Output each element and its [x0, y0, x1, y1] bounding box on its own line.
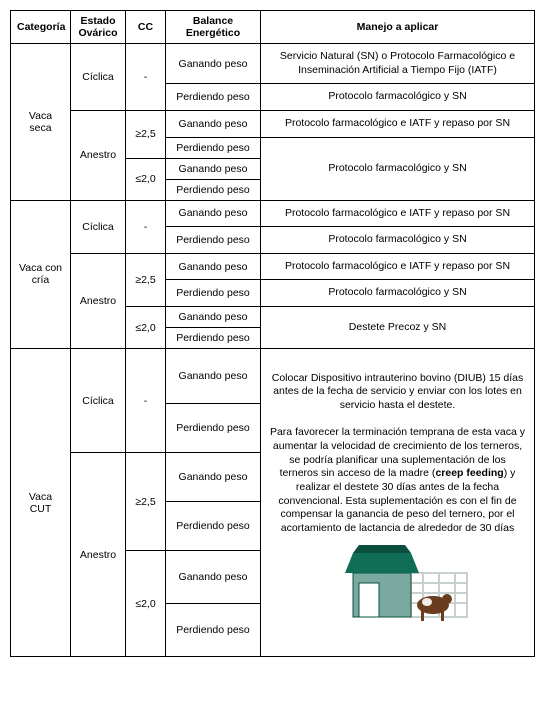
cc-cell: - [126, 200, 166, 253]
balance-cell: Perdiendo peso [166, 328, 261, 349]
cc-cell: ≥2,5 [126, 253, 166, 306]
cat-vaca-seca: Vaca seca [11, 44, 71, 201]
estado-cell: Anestro [71, 453, 126, 657]
manejo-cell: Protocolo farmacológico y SN [261, 227, 535, 254]
manejo-cell: Protocolo farmacológico e IATF y repaso … [261, 110, 535, 137]
cut-paragraph-2: Para favorecer la terminación temprana d… [269, 426, 526, 535]
balance-cell: Ganando peso [166, 110, 261, 137]
cc-cell: ≤2,0 [126, 158, 166, 200]
manejo-cell: Protocolo farmacológico y SN [261, 137, 535, 200]
table-row: Anestro ≥2,5 Ganando peso Protocolo farm… [11, 253, 535, 280]
table-row: Anestro ≥2,5 Ganando peso Protocolo farm… [11, 110, 535, 137]
creep-feeder-icon [323, 539, 473, 629]
manejo-cell: Protocolo farmacológico e IATF y repaso … [261, 200, 535, 227]
creep-feeder-image [269, 535, 526, 633]
cc-cell: ≥2,5 [126, 110, 166, 158]
manejo-cell: Destete Precoz y SN [261, 307, 535, 349]
balance-cell: Ganando peso [166, 453, 261, 502]
balance-cell: Perdiendo peso [166, 404, 261, 453]
table-header-row: Categoría Estado Ovárico CC Balance Ener… [11, 11, 535, 44]
table-row: Vaca CUT Cíclica - Ganando peso Colocar … [11, 349, 535, 404]
balance-cell: Ganando peso [166, 158, 261, 179]
manejo-cell: Protocolo farmacológico e IATF y repaso … [261, 253, 535, 280]
balance-cell: Ganando peso [166, 200, 261, 227]
balance-cell: Perdiendo peso [166, 604, 261, 657]
balance-cell: Perdiendo peso [166, 84, 261, 111]
manejo-cell: Protocolo farmacológico y SN [261, 280, 535, 307]
table-row: Vaca seca Cíclica - Ganando peso Servici… [11, 44, 535, 84]
cc-cell: - [126, 349, 166, 453]
manejo-cell: Protocolo farmacológico y SN [261, 84, 535, 111]
cat-vaca-con-cria: Vaca con cría [11, 200, 71, 349]
balance-cell: Perdiendo peso [166, 280, 261, 307]
cc-cell: ≤2,0 [126, 551, 166, 657]
balance-cell: Ganando peso [166, 307, 261, 328]
cc-cell: - [126, 44, 166, 111]
estado-cell: Cíclica [71, 200, 126, 253]
estado-cell: Cíclica [71, 44, 126, 111]
col-manejo: Manejo a aplicar [261, 11, 535, 44]
col-balance: Balance Energético [166, 11, 261, 44]
table-row: Vaca con cría Cíclica - Ganando peso Pro… [11, 200, 535, 227]
cat-vaca-cut: Vaca CUT [11, 349, 71, 657]
estado-cell: Anestro [71, 253, 126, 348]
cut-paragraph-1: Colocar Dispositivo intrauterino bovino … [269, 372, 526, 413]
estado-cell: Anestro [71, 110, 126, 200]
estado-cell: Cíclica [71, 349, 126, 453]
balance-cell: Perdiendo peso [166, 179, 261, 200]
cc-cell: ≥2,5 [126, 453, 166, 551]
cut-p2-bold: creep feeding [435, 467, 503, 479]
balance-cell: Ganando peso [166, 551, 261, 604]
manejo-cell: Servicio Natural (SN) o Protocolo Farmac… [261, 44, 535, 84]
balance-cell: Ganando peso [166, 349, 261, 404]
balance-cell: Ganando peso [166, 44, 261, 84]
balance-cell: Perdiendo peso [166, 502, 261, 551]
cc-cell: ≤2,0 [126, 307, 166, 349]
management-table: Categoría Estado Ovárico CC Balance Ener… [10, 10, 535, 657]
balance-cell: Perdiendo peso [166, 227, 261, 254]
balance-cell: Ganando peso [166, 253, 261, 280]
manejo-cut-cell: Colocar Dispositivo intrauterino bovino … [261, 349, 535, 657]
col-categoria: Categoría [11, 11, 71, 44]
col-cc: CC [126, 11, 166, 44]
col-estado: Estado Ovárico [71, 11, 126, 44]
balance-cell: Perdiendo peso [166, 137, 261, 158]
